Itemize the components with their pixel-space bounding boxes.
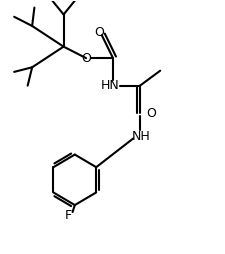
Text: O: O — [94, 26, 104, 39]
Text: NH: NH — [131, 130, 150, 143]
Text: F: F — [64, 209, 71, 222]
Text: HN: HN — [100, 79, 119, 92]
Text: O: O — [146, 107, 155, 120]
Text: O: O — [81, 52, 91, 65]
